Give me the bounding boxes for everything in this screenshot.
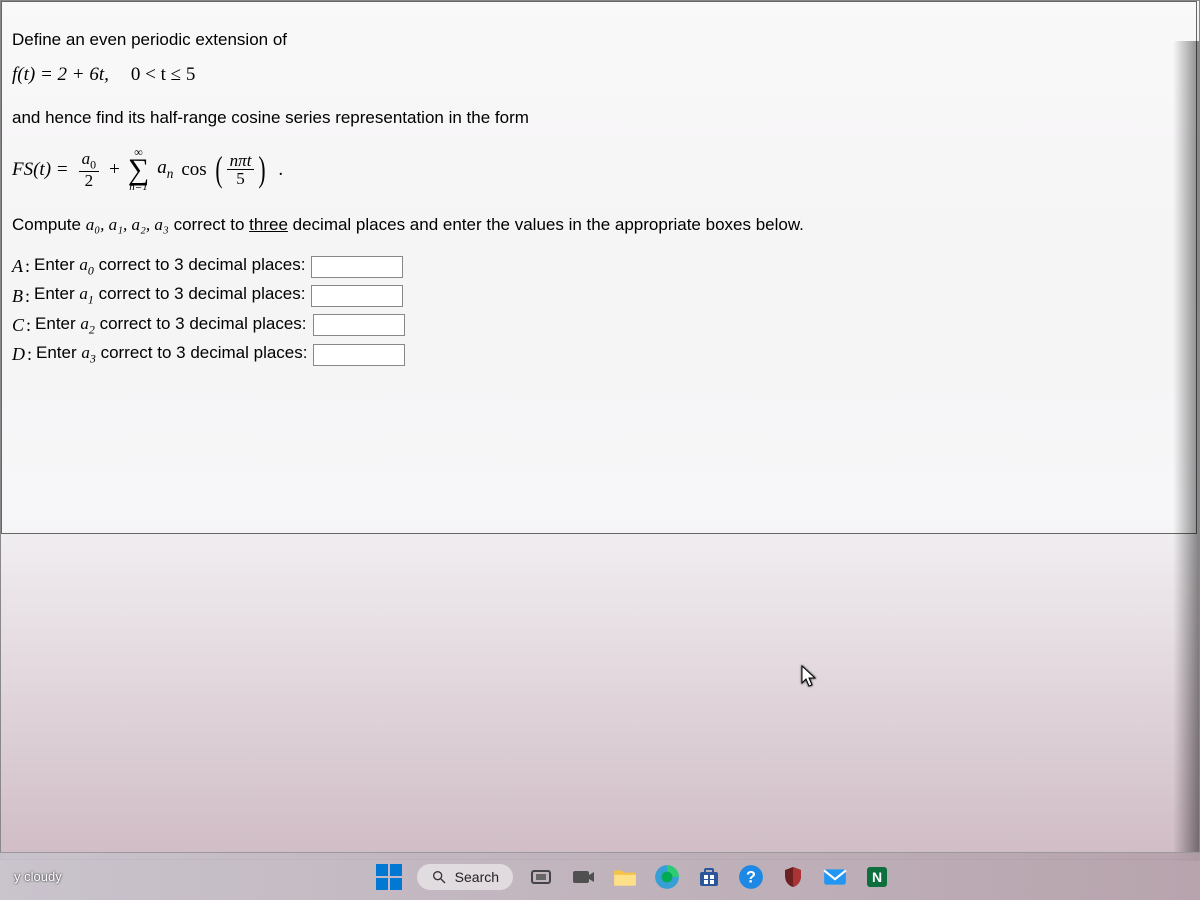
windows-logo-icon [376, 864, 402, 890]
n-app-icon[interactable]: N [863, 863, 891, 891]
an-base: a [157, 157, 167, 178]
start-button[interactable] [375, 863, 403, 891]
taskbar-search[interactable]: Search [417, 864, 513, 890]
a0-over-2: a0 2 [79, 150, 99, 189]
answer-letter: C [12, 315, 24, 336]
svg-text:N: N [872, 869, 882, 885]
search-label: Search [455, 869, 499, 885]
sigma-symbol: ∑ [128, 158, 149, 182]
answer-enter-text: Enter a0 correct to 3 decimal places: [34, 255, 305, 278]
answer-row-b: B: Enter a1 correct to 3 decimal places: [12, 284, 1186, 307]
compute-vars: a₀, a₁, a₂, a₃ [86, 215, 169, 234]
arg-den: 5 [233, 170, 248, 187]
compute-mid: correct to [169, 215, 249, 234]
question-panel: Question 61 Define an even periodic exte… [1, 1, 1197, 534]
cos-arg-frac: nπt 5 [227, 152, 255, 187]
answers-block: A: Enter a0 correct to 3 decimal places:… [12, 255, 1186, 367]
cos-label: cos [181, 159, 206, 181]
a3-input[interactable] [313, 344, 405, 366]
compute-prefix: Compute [12, 215, 86, 234]
fs-lhs: FS(t) = [12, 159, 69, 181]
security-app-icon[interactable] [779, 863, 807, 891]
a0-den: 2 [82, 172, 97, 189]
mouse-cursor-icon [801, 665, 819, 689]
search-icon [431, 869, 447, 885]
answer-enter-text: Enter a1 correct to 3 decimal places: [34, 284, 305, 307]
answer-letter: A [12, 256, 23, 277]
mail-app-icon[interactable] [821, 863, 849, 891]
answer-letter: B [12, 286, 23, 307]
prompt-line-2: and hence find its half-range cosine ser… [12, 108, 1186, 128]
svg-text:?: ? [746, 868, 756, 886]
left-paren: ( [215, 159, 222, 181]
compute-three: three [249, 215, 288, 234]
plus-sign: + [109, 159, 120, 181]
function-definition: f(t) = 2 + 6t, 0 < t ≤ 5 [12, 64, 1186, 86]
answer-row-c: C: Enter a2 correct to 3 decimal places: [12, 314, 1186, 337]
answer-enter-text: Enter a3 correct to 3 decimal places: [36, 343, 307, 366]
right-paren: ) [259, 159, 266, 181]
compute-suffix: decimal places and enter the values in t… [288, 215, 804, 234]
weather-widget[interactable]: y cloudy [0, 869, 76, 884]
answer-enter-text: Enter a2 correct to 3 decimal places: [35, 314, 306, 337]
func-domain: 0 < t ≤ 5 [131, 64, 195, 86]
file-explorer-icon[interactable] [611, 863, 639, 891]
answer-row-a: A: Enter a0 correct to 3 decimal places: [12, 255, 1186, 278]
an-sub: n [167, 166, 174, 181]
desktop-screen: Question 61 Define an even periodic exte… [0, 0, 1200, 860]
fourier-series-formula: FS(t) = a0 2 + ∞ ∑ n=1 an cos ( nπt 5 [12, 146, 1186, 193]
arg-num: nπt [227, 152, 255, 170]
answer-row-d: D: Enter a3 correct to 3 decimal places: [12, 343, 1186, 366]
a0-input[interactable] [311, 256, 403, 278]
a1-input[interactable] [311, 285, 403, 307]
windows-taskbar[interactable]: y cloudy Search ? [0, 852, 1200, 900]
edge-browser-icon[interactable] [653, 863, 681, 891]
prompt-line-1: Define an even periodic extension of [12, 30, 1186, 50]
func-lhs: f(t) = 2 + 6t, [12, 64, 109, 86]
taskbar-center: Search ? N [76, 863, 1190, 891]
get-help-icon[interactable]: ? [737, 863, 765, 891]
a0-num-sub: 0 [90, 157, 96, 171]
answer-letter: D [12, 344, 25, 365]
camera-app-icon[interactable] [569, 863, 597, 891]
a2-input[interactable] [313, 314, 405, 336]
task-view-icon[interactable] [527, 863, 555, 891]
microsoft-store-icon[interactable] [695, 863, 723, 891]
sigma-bottom: n=1 [129, 182, 147, 193]
a0-num-base: a [82, 149, 91, 168]
formula-period: . [278, 159, 283, 181]
sigma-block: ∞ ∑ n=1 [128, 146, 149, 193]
compute-instruction: Compute a₀, a₁, a₂, a₃ correct to three … [12, 215, 1186, 235]
